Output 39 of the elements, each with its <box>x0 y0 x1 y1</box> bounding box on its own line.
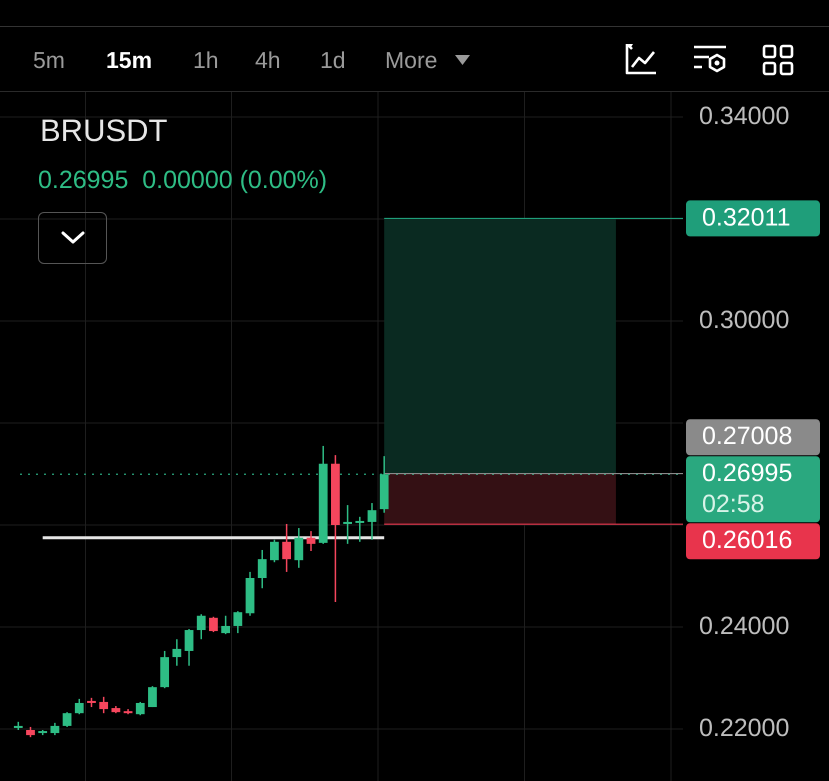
candlestick <box>233 610 242 634</box>
text: 02:58 <box>702 490 765 518</box>
candlestick <box>62 711 72 728</box>
y-tick-label: 0.34000 <box>699 102 790 130</box>
candlestick <box>270 539 279 563</box>
candlestick <box>355 516 364 543</box>
ref-line-label: 0.26995 <box>702 459 792 488</box>
y-tick-label: 0.30000 <box>699 306 790 334</box>
text: 4h <box>255 47 281 74</box>
candlestick <box>136 701 145 716</box>
ref-line-label: 0.32011 <box>702 203 791 232</box>
text: 1d <box>320 47 346 74</box>
text: 5m <box>33 47 65 74</box>
text: 1h <box>193 47 219 74</box>
candlestick <box>209 616 218 633</box>
candlestick <box>294 527 304 569</box>
candlestick <box>196 613 206 640</box>
candlestick <box>26 726 35 738</box>
candlestick <box>172 638 182 666</box>
candlestick <box>306 530 316 552</box>
candlestick <box>74 698 84 715</box>
y-tick-label: 0.24000 <box>699 612 790 640</box>
candlestick <box>282 523 292 573</box>
candlestick <box>184 628 194 666</box>
text: BRUSDT <box>40 113 168 149</box>
ref-line-label: 0.27008 <box>702 422 792 450</box>
text: 0.26995 0.00000 (0.00%) <box>38 166 328 195</box>
candlestick <box>368 502 376 541</box>
ref-line-label: 0.26016 <box>702 526 792 554</box>
candlestick <box>87 697 96 708</box>
candlestick <box>50 722 60 736</box>
candlestick <box>343 504 352 545</box>
candlestick <box>221 615 230 635</box>
text: More <box>385 47 438 74</box>
candlestick <box>148 685 157 708</box>
candlestick <box>258 549 267 589</box>
candlestick <box>99 696 108 714</box>
y-tick-label: 0.22000 <box>699 714 790 742</box>
text: 15m <box>106 47 152 74</box>
